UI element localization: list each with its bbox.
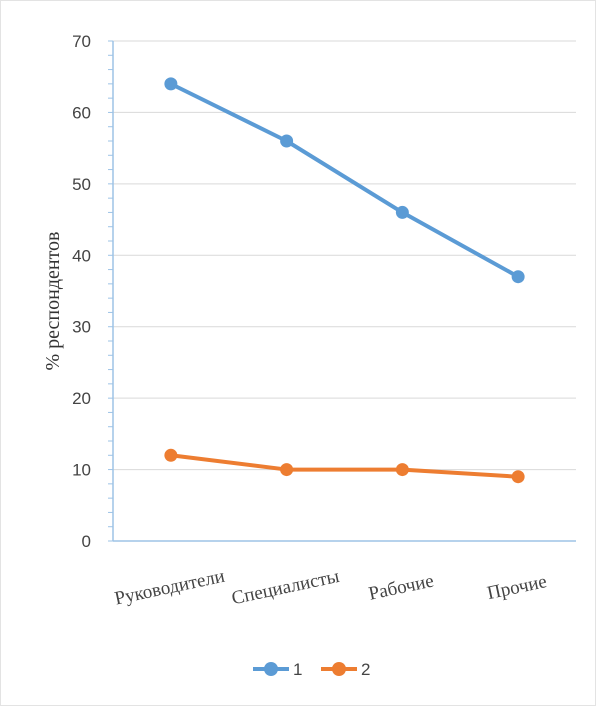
y-tick-label: 0 <box>82 532 91 551</box>
x-category-label: Специалисты <box>230 566 342 609</box>
y-tick-label: 60 <box>72 103 91 122</box>
series-line <box>168 81 521 279</box>
data-point <box>280 134 294 148</box>
y-tick-label: 30 <box>72 318 91 337</box>
data-point <box>164 77 178 91</box>
legend-marker <box>332 662 346 676</box>
data-point <box>395 463 409 477</box>
data-point <box>164 448 178 462</box>
x-category-labels: Руководители Специалисты Рабочие Прочие <box>113 566 549 610</box>
legend-item: 1 <box>253 660 302 679</box>
x-category-label: Прочие <box>485 571 548 604</box>
data-point <box>280 463 294 477</box>
legend-marker <box>264 662 278 676</box>
y-tick-label: 10 <box>72 461 91 480</box>
data-point <box>395 205 409 219</box>
gridlines <box>113 40 576 471</box>
x-category-label: Руководители <box>113 566 227 610</box>
y-tick-labels: 0 10 20 30 40 50 60 70 <box>72 32 91 551</box>
series <box>164 77 525 484</box>
legend-label: 1 <box>293 660 302 679</box>
series-line <box>168 453 521 479</box>
series-2 <box>164 448 525 484</box>
y-tick-label: 70 <box>72 32 91 51</box>
y-tick-label: 50 <box>72 175 91 194</box>
data-point <box>511 470 525 484</box>
legend-label: 2 <box>361 660 370 679</box>
data-point <box>511 270 525 284</box>
legend-item: 2 <box>321 660 370 679</box>
series-1 <box>164 77 525 284</box>
y-tick-label: 20 <box>72 389 91 408</box>
x-category-label: Рабочие <box>367 571 436 605</box>
y-axis-title: % респондентов <box>42 232 64 371</box>
y-tick-label: 40 <box>72 246 91 265</box>
axes <box>108 40 576 542</box>
